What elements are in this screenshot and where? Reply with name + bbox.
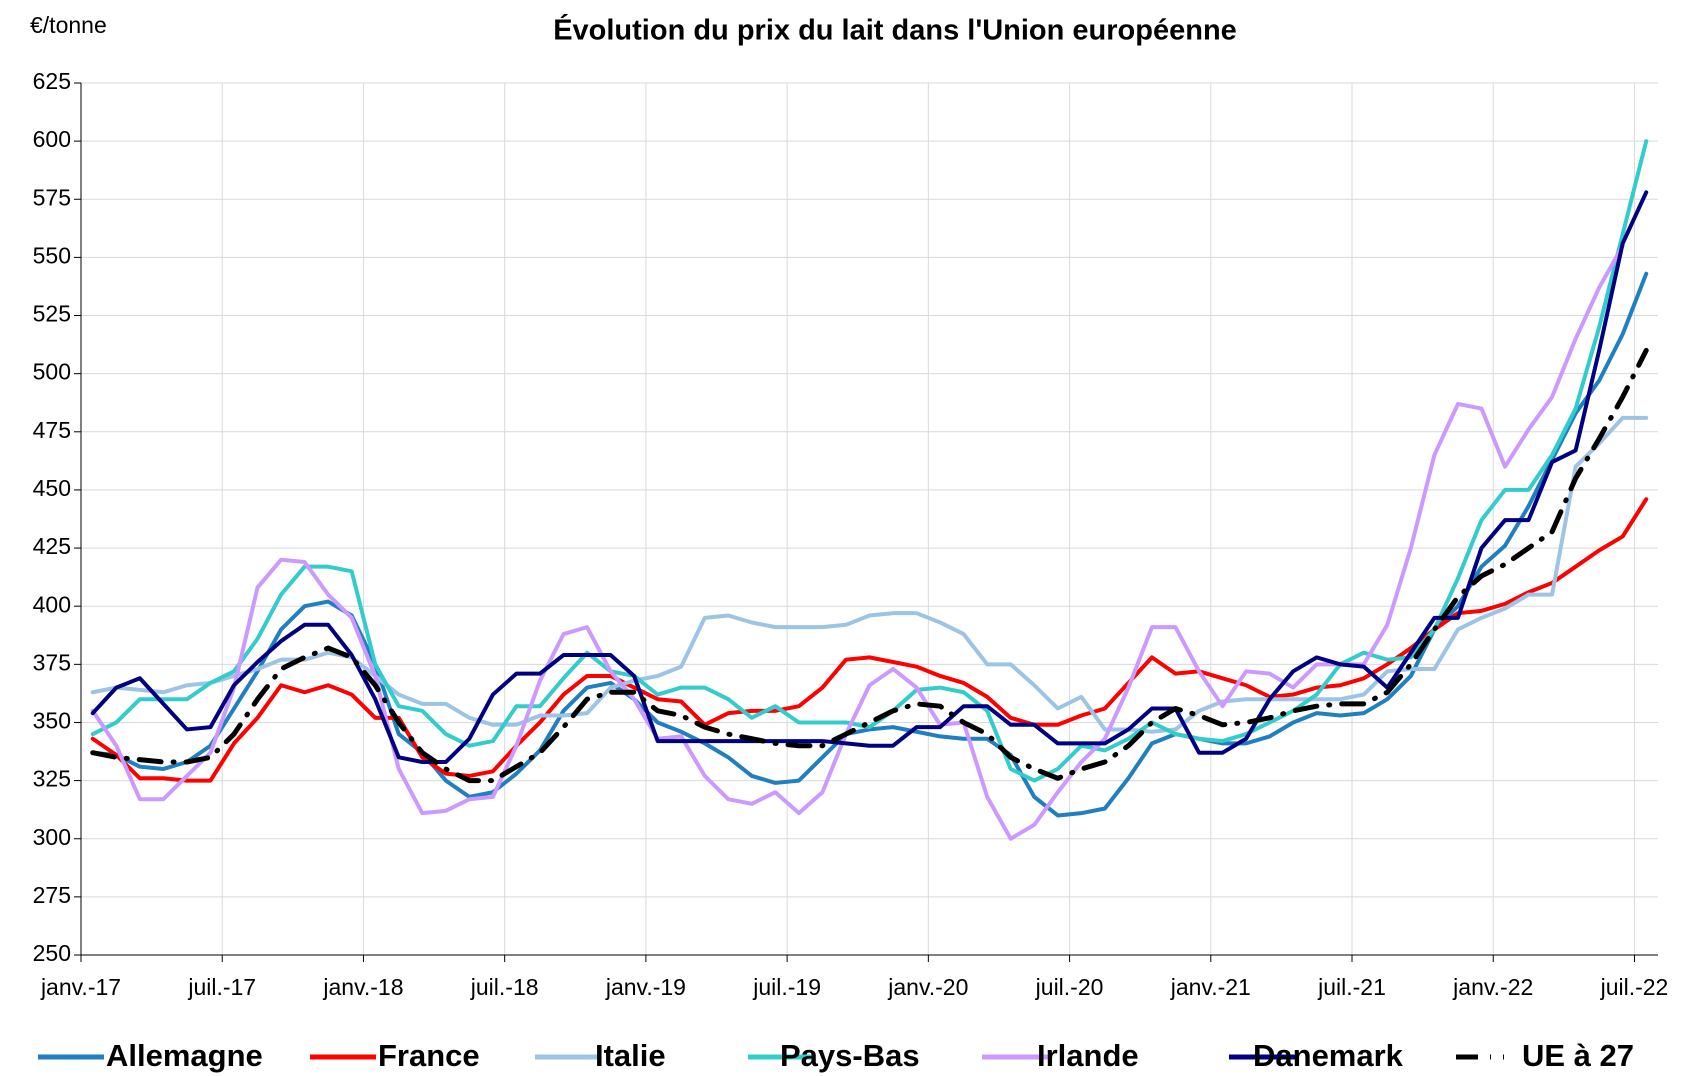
line-series xyxy=(90,190,1649,764)
y-tick-label: 475 xyxy=(33,417,71,443)
x-tick-label: juil.-21 xyxy=(1317,974,1386,1000)
x-tick-label: janv.-22 xyxy=(1452,974,1533,1000)
legend-label: Italie xyxy=(595,1038,666,1073)
y-tick-label: 275 xyxy=(33,882,71,908)
x-tick-label: janv.-18 xyxy=(322,974,403,1000)
y-tick-label: 300 xyxy=(33,824,71,850)
y-tick-label: 575 xyxy=(33,184,71,210)
x-tick-label: janv.-17 xyxy=(40,974,121,1000)
x-tick-label: janv.-21 xyxy=(1170,974,1251,1000)
y-tick-label: 550 xyxy=(33,242,71,268)
legend-label: Danemark xyxy=(1253,1038,1404,1073)
legend-label: Irlande xyxy=(1037,1038,1139,1073)
y-tick-label: 400 xyxy=(33,591,71,617)
line-series xyxy=(90,243,1625,841)
y-tick-label: 600 xyxy=(33,126,71,152)
x-tick-label: janv.-20 xyxy=(887,974,968,1000)
y-tick-label: 425 xyxy=(33,533,71,559)
line-series xyxy=(90,347,1649,784)
y-axis-label: €/tonne xyxy=(30,12,107,38)
y-tick-label: 325 xyxy=(33,766,71,792)
x-tick-label: juil.-17 xyxy=(187,974,256,1000)
y-tick-label: 525 xyxy=(33,301,71,327)
y-tick-label: 375 xyxy=(33,649,71,675)
legend-label: UE à 27 xyxy=(1522,1038,1634,1073)
x-tick-label: juil.-19 xyxy=(752,974,821,1000)
legend-label: Allemagne xyxy=(106,1038,263,1073)
chart-title: Évolution du prix du lait dans l'Union e… xyxy=(553,13,1237,47)
line-series xyxy=(90,497,1649,783)
x-tick-label: janv.-19 xyxy=(605,974,686,1000)
line-series xyxy=(90,139,1649,783)
x-tick-label: juil.-20 xyxy=(1035,974,1104,1000)
y-tick-label: 250 xyxy=(33,940,71,966)
y-tick-label: 450 xyxy=(33,475,71,501)
y-tick-label: 625 xyxy=(33,68,71,94)
legend-label: France xyxy=(378,1038,480,1073)
x-tick-label: juil.-22 xyxy=(1600,974,1669,1000)
y-tick-label: 500 xyxy=(33,359,71,385)
legend-label: Pays-Bas xyxy=(780,1038,920,1073)
y-tick-label: 350 xyxy=(33,708,71,734)
x-tick-label: juil.-18 xyxy=(470,974,539,1000)
